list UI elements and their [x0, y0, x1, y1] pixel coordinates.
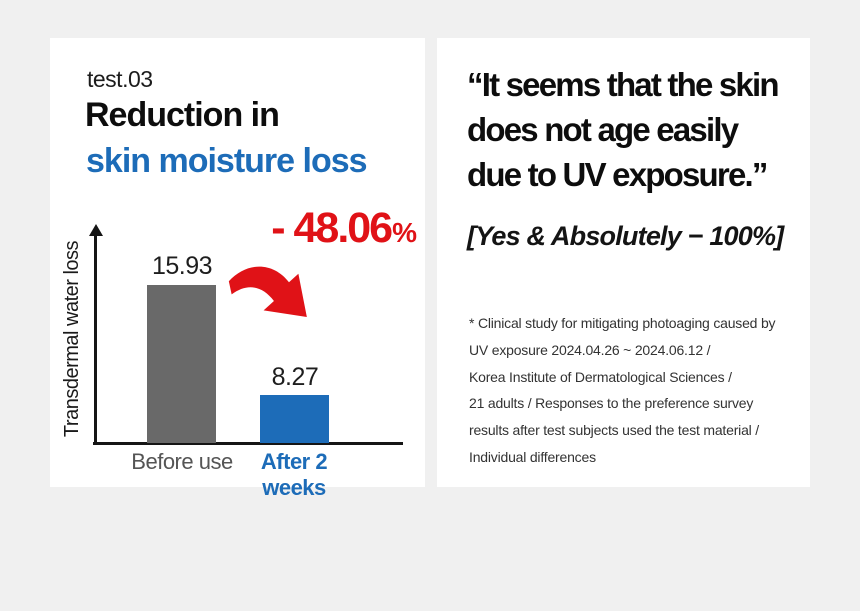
panel-title-line2: skin moisture loss: [86, 142, 368, 180]
reduction-percentage: - 48.06%: [220, 204, 417, 253]
y-axis-line: [94, 235, 97, 444]
footnote-line: Individual differences: [469, 448, 596, 465]
bar-value-before: 15.93: [151, 252, 213, 280]
category-label-after: After 2 weeks: [260, 449, 328, 500]
right-panel: “It seems that the skin does not age eas…: [437, 38, 810, 487]
reduction-value: - 48.06: [271, 204, 393, 252]
footnote-line: Korea Institute of Dermatological Scienc…: [469, 368, 732, 385]
quote-text: “It seems that the skin does not age eas…: [467, 62, 780, 197]
clinical-study-footnote: * Clinical study for mitigating photoagi…: [469, 310, 776, 471]
decrease-arrow-icon: [228, 266, 307, 317]
category-label-before: Before use: [131, 449, 233, 474]
panel-title-line1: Reduction in: [85, 96, 280, 134]
quote-line: “It seems that the skin: [467, 66, 780, 103]
footnote-line: 21 adults / Responses to the preference …: [469, 395, 754, 412]
reduction-unit: %: [392, 217, 417, 248]
quote-line: does not age easily: [467, 111, 739, 148]
x-axis-line: [93, 442, 403, 445]
y-axis-label: Transdermal water loss: [61, 240, 83, 438]
y-axis-arrow-icon: [88, 224, 103, 236]
quote-line: due to UV exposure.”: [467, 156, 768, 193]
left-panel: test.03 Reduction in skin moisture loss …: [50, 38, 425, 500]
chart-bar: [260, 395, 329, 443]
footnote-line: UV exposure 2024.04.26 ~ 2024.06.12 /: [469, 341, 711, 358]
footnote-line: results after test subjects used the tes…: [469, 422, 759, 439]
footnote-line: * Clinical study for mitigating photoagi…: [469, 315, 776, 331]
survey-result: [Yes & Absolutely − 100%]: [467, 221, 784, 251]
bar-value-after: 8.27: [271, 363, 319, 391]
chart-bar: [147, 285, 216, 443]
test-number-label: test.03: [87, 66, 153, 92]
